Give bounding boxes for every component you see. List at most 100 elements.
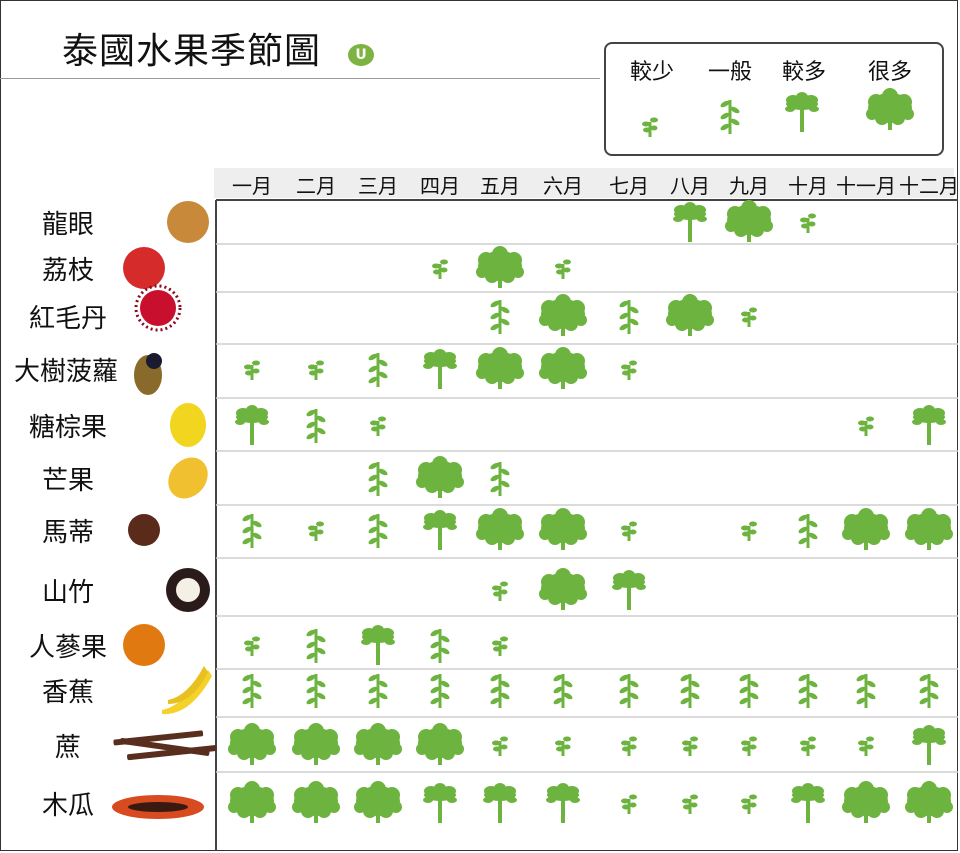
season-mark-level-1 [800, 736, 816, 756]
season-mark-level-1 [308, 360, 324, 380]
season-mark-level-2 [490, 462, 510, 496]
season-mark-level-2 [368, 462, 388, 496]
papaya-icon [112, 795, 204, 819]
longan-icon [167, 201, 209, 243]
month-label: 六月 [543, 174, 583, 198]
mangosteen-icon [166, 568, 210, 612]
season-mark-level-3 [423, 510, 457, 550]
season-mark-level-1 [741, 307, 757, 327]
row-label: 木瓜 [41, 791, 94, 821]
season-mark-level-1 [741, 736, 757, 756]
season-mark-level-4 [539, 568, 587, 610]
month-label: 十一月 [836, 174, 896, 198]
banana-icon [162, 666, 212, 715]
season-mark-level-4 [292, 723, 340, 765]
season-mark-level-1 [492, 636, 508, 656]
season-mark-level-3 [791, 783, 825, 823]
season-mark-level-2 [430, 674, 450, 708]
title-divider [0, 78, 600, 79]
season-mark-level-3 [423, 783, 457, 823]
month-label: 四月 [420, 174, 460, 198]
season-mark-level-3 [546, 783, 580, 823]
season-mark-level-4 [539, 508, 587, 550]
season-mark-level-4 [842, 508, 890, 550]
season-mark-level-2 [619, 674, 639, 708]
season-mark-level-1 [308, 521, 324, 541]
season-mark-level-3 [423, 349, 457, 389]
season-mark-level-4 [228, 723, 276, 765]
season-mark-level-2 [856, 674, 876, 708]
season-mark-level-2 [368, 674, 388, 708]
season-mark-level-1 [432, 259, 448, 279]
month-label: 九月 [729, 174, 769, 198]
season-mark-level-4 [539, 347, 587, 389]
row-label: 芒果 [41, 466, 94, 496]
sugarcane-icon [113, 730, 217, 761]
row-label: 馬蒂 [41, 518, 94, 548]
season-mark-level-1 [621, 794, 637, 814]
season-mark-level-2 [490, 300, 510, 334]
season-mark-level-3 [912, 725, 946, 765]
season-mark-level-3 [612, 570, 646, 610]
season-mark-level-2 [798, 514, 818, 548]
row-label: 人蔘果 [28, 633, 107, 663]
month-label: 七月 [609, 174, 649, 198]
water-chestnut-icon [128, 514, 160, 546]
season-mark-level-2 [430, 629, 450, 663]
season-mark-level-4 [842, 781, 890, 823]
season-mark-level-2 [368, 353, 388, 387]
season-mark-level-2 [242, 514, 262, 548]
jackfruit-icon [134, 353, 162, 395]
season-mark-level-2 [919, 674, 939, 708]
chart-title: 泰國水果季節圖 [62, 31, 322, 72]
season-mark-level-2 [680, 674, 700, 708]
season-mark-level-3 [235, 405, 269, 445]
season-mark-level-1 [621, 521, 637, 541]
season-mark-level-4 [354, 723, 402, 765]
season-mark-level-4 [292, 781, 340, 823]
season-mark-level-2 [306, 409, 326, 443]
season-mark-level-2 [306, 629, 326, 663]
row-label: 紅毛丹 [28, 304, 107, 334]
sapodilla-icon [123, 624, 165, 666]
season-mark-level-2 [553, 674, 573, 708]
row-label: 糖棕果 [28, 413, 107, 443]
season-mark-level-1 [555, 259, 571, 279]
season-mark-level-1 [244, 360, 260, 380]
month-label: 十月 [788, 174, 828, 198]
legend-label-few: 較少 [629, 60, 674, 85]
season-mark-level-2 [798, 674, 818, 708]
row-label: 蔗 [54, 733, 81, 763]
legend-icon-normal [720, 100, 740, 134]
season-mark-level-4 [539, 294, 587, 336]
season-mark-level-4 [725, 200, 773, 242]
palm-fruit-icon [170, 403, 206, 447]
legend-label-many: 很多 [867, 60, 912, 85]
row-label: 龍眼 [41, 210, 94, 240]
season-mark-level-3 [912, 405, 946, 445]
season-mark-level-1 [621, 736, 637, 756]
logo-icon: U [348, 44, 374, 66]
season-mark-level-4 [905, 781, 953, 823]
season-mark-level-1 [555, 736, 571, 756]
season-mark-level-4 [476, 508, 524, 550]
legend-icon-more [785, 92, 819, 132]
season-mark-level-2 [739, 674, 759, 708]
season-mark-level-3 [361, 625, 395, 665]
season-mark-level-3 [483, 783, 517, 823]
rambutan-icon [134, 284, 182, 332]
legend: 較少 一般 較多 很多 [604, 42, 944, 156]
legend-label-normal: 一般 [707, 60, 752, 85]
legend-icon-many [866, 88, 914, 130]
season-mark-level-3 [673, 202, 707, 242]
mango-icon [168, 457, 208, 499]
season-mark-level-2 [619, 300, 639, 334]
legend-icons [642, 88, 914, 137]
lychee-icon [123, 247, 165, 289]
season-mark-level-2 [242, 674, 262, 708]
season-mark-level-1 [858, 736, 874, 756]
season-mark-level-1 [621, 360, 637, 380]
month-label: 二月 [296, 174, 336, 198]
season-mark-level-2 [490, 674, 510, 708]
season-mark-level-4 [476, 246, 524, 288]
